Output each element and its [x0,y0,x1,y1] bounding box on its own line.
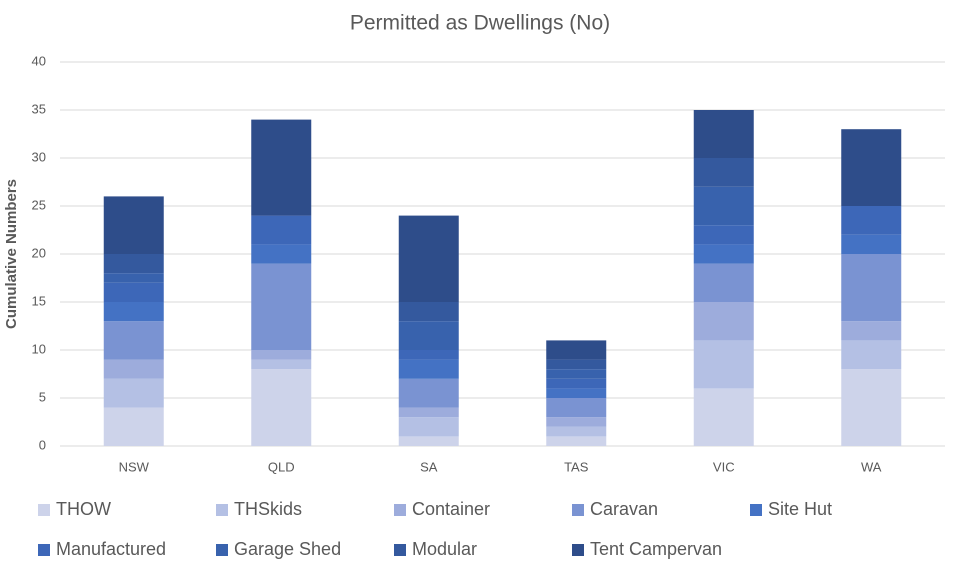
bar-segment [251,244,312,264]
y-tick-label: 40 [32,53,46,68]
bar-segment [103,302,164,322]
y-axis-label: Cumulative Numbers [3,179,20,329]
bar-segment [103,273,164,283]
bar-segment [251,263,312,350]
x-tick-label: WA [861,459,882,474]
x-tick-label: VIC [713,459,735,474]
y-tick-label: 30 [32,149,46,164]
bar-segment [841,321,902,341]
legend-swatch [572,544,584,556]
bar-segment [693,186,754,226]
bar-segment [546,398,607,418]
bar-segment [398,302,459,322]
bar-segment [398,359,459,379]
bar-segment [251,369,312,446]
bar-segment [398,350,459,360]
bar-segment [693,158,754,187]
legend-label: Manufactured [56,539,166,559]
bar-segment [398,378,459,408]
bar-segment [398,417,459,437]
bar-segment [546,369,607,379]
legend-label: THOW [56,499,111,519]
bar-segment [251,215,312,245]
y-tick-label: 35 [32,101,46,116]
bar-segment [841,234,902,254]
legend-swatch [572,504,584,516]
y-tick-label: 15 [32,293,46,308]
y-tick-label: 0 [39,437,46,452]
bar-segment [398,407,459,418]
x-tick-label: SA [420,459,438,474]
bar-segment [693,340,754,389]
bar-segment [103,254,164,274]
bar-segment [841,340,902,370]
bar-segment [103,321,164,360]
y-tick-label: 5 [39,389,46,404]
bar-segment [693,110,754,158]
legend-swatch [38,544,50,556]
x-tick-label: TAS [564,459,589,474]
legend-label: Container [412,499,490,519]
bar-segment [251,350,312,360]
bar-segment [693,244,754,264]
bar-segment [546,378,607,389]
bar-segment [398,215,459,302]
legend-label: Caravan [590,499,658,519]
bar-segment [251,119,312,216]
bar-segment [693,302,754,341]
legend-label: Tent Campervan [590,539,722,559]
bar-segment [546,436,607,446]
bar-segment [841,254,902,322]
bar-segment [693,263,754,302]
bar-segment [841,206,902,235]
x-tick-label: QLD [268,459,295,474]
bar-segment [398,436,459,446]
bar-segment [546,417,607,427]
bar-segment [841,369,902,446]
bar-segment [546,340,607,360]
bar-segment [546,426,607,437]
y-tick-label: 20 [32,245,46,260]
bar-segment [103,282,164,302]
bar-segment [103,378,164,408]
legend-label: Modular [412,539,477,559]
bar-segment [546,388,607,398]
bar-segment [251,359,312,370]
bar-segment [398,321,459,350]
legend-label: THSkids [234,499,302,519]
bar-segment [103,196,164,254]
legend-swatch [216,544,228,556]
bar-segment [693,388,754,446]
bar-segment [841,129,902,206]
y-tick-label: 10 [32,341,46,356]
legend-label: Site Hut [768,499,832,519]
x-tick-label: NSW [119,459,150,474]
bar-segment [693,225,754,245]
legend-swatch [216,504,228,516]
legend-label: Garage Shed [234,539,341,559]
bar-segment [103,407,164,446]
bar-segment [546,359,607,370]
legend-swatch [394,544,406,556]
legend-swatch [750,504,762,516]
legend-swatch [394,504,406,516]
y-tick-label: 25 [32,197,46,212]
chart-title: Permitted as Dwellings (No) [350,12,610,35]
legend-swatch [38,504,50,516]
bar-segment [103,359,164,379]
